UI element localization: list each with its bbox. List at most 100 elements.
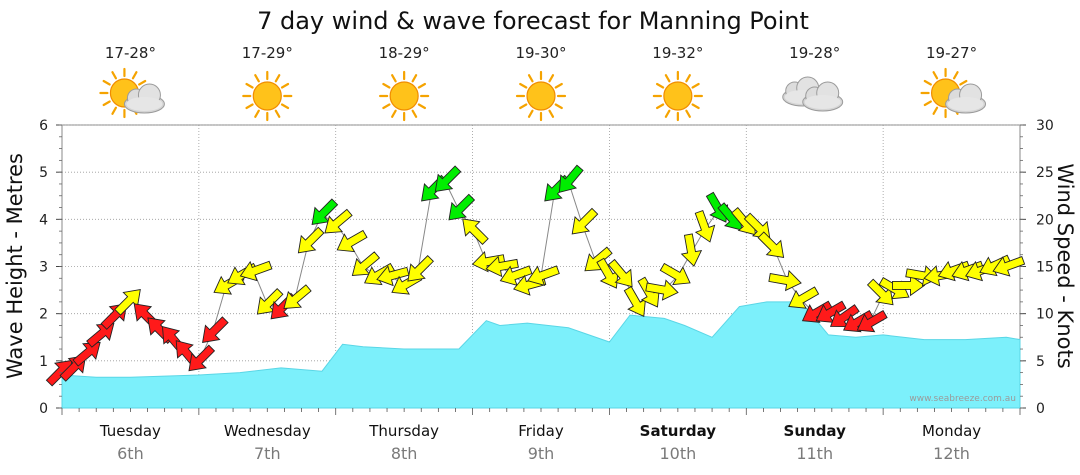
sun-ray — [519, 82, 528, 89]
sun-ray — [411, 74, 418, 83]
sun-icon — [379, 70, 430, 122]
x-day-label: Thursday — [368, 422, 439, 440]
x-date-label: 9th — [528, 444, 555, 463]
x-day-label: Saturday — [640, 422, 717, 440]
wind-arrow — [992, 256, 1026, 277]
sun-ray — [655, 82, 665, 89]
wind-arrow — [815, 300, 847, 323]
cloud-fill — [126, 97, 163, 111]
y-tick-label: 4 — [39, 212, 48, 228]
cloud-icon — [945, 83, 987, 114]
y-tick-label: 6 — [39, 118, 48, 134]
sun-disc — [252, 81, 282, 111]
y2-tick-label: 0 — [1036, 401, 1045, 417]
cloud-icon — [123, 83, 165, 114]
sun-ray — [519, 103, 528, 110]
y-tick-label: 0 — [39, 401, 48, 417]
wind-arrow — [407, 255, 434, 282]
y-axis-left: 0 1 2 3 4 5 6 — [39, 118, 62, 417]
temperature-range: 17-29° — [242, 44, 293, 62]
temperature-range: 18-29° — [379, 44, 430, 62]
sun-ray — [382, 103, 391, 110]
sun-ray — [111, 106, 118, 115]
sun-ray — [254, 74, 260, 83]
sun-ray — [417, 103, 427, 110]
sun-ray — [554, 82, 563, 89]
y2-tick-label: 25 — [1036, 165, 1054, 181]
sun-ray — [554, 103, 563, 110]
x-day-label: Wednesday — [224, 422, 311, 440]
sun-ray — [685, 74, 691, 83]
wind-arrow — [311, 198, 339, 226]
wind-arrow — [558, 164, 584, 193]
sun-ray — [102, 100, 111, 107]
wind-arrow — [596, 257, 619, 289]
y2-tick-label: 30 — [1036, 118, 1054, 134]
sun-ray — [952, 71, 959, 80]
y-tick-label: 1 — [39, 354, 48, 370]
chart-title: 7 day wind & wave forecast for Manning P… — [257, 7, 809, 35]
y-axis-left-label: Wave Height - Metres — [3, 153, 27, 379]
wind-arrow — [584, 246, 613, 272]
sun-ray — [932, 71, 939, 80]
y-tick-label: 2 — [39, 307, 48, 323]
sun-ray — [685, 109, 691, 118]
sun-ray — [527, 109, 534, 118]
wind-arrow — [645, 279, 679, 301]
sun-ray — [131, 71, 138, 80]
sun-ray — [932, 106, 939, 115]
sun-ray — [548, 109, 555, 118]
sun-ray — [102, 79, 111, 86]
wind-arrow — [768, 269, 802, 292]
x-day-label: Tuesday — [99, 422, 161, 440]
temperature-range: 17-28° — [105, 44, 156, 62]
sun-ray — [254, 109, 260, 118]
wind-arrow — [434, 165, 462, 193]
wind-arrow — [892, 274, 926, 297]
y-tick-label: 5 — [39, 165, 48, 181]
wind-arrow — [336, 229, 368, 253]
wind-arrow — [659, 262, 691, 286]
sun-ray — [664, 109, 671, 118]
wind-arrow — [297, 226, 325, 254]
temperature-range: 19-32° — [652, 44, 703, 62]
wind-arrows — [45, 164, 1026, 387]
temperature-range: 19-27° — [926, 44, 977, 62]
daily-forecast-header: 17-28° 17-29° 18-29° 19-30° 19-32° 19-28° 19-2… — [99, 44, 987, 122]
x-day-label: Monday — [922, 422, 981, 440]
sun-ray — [391, 74, 397, 83]
temperature-range: 19-28° — [789, 44, 840, 62]
x-date-label: 7th — [254, 444, 281, 463]
x-day-label: Friday — [518, 422, 564, 440]
x-day-label: Sunday — [784, 422, 847, 440]
wind-arrow — [485, 255, 519, 278]
sun-ray — [527, 74, 534, 83]
plot-area: www.seabreeze.com.au — [45, 124, 1026, 409]
wind-arrow — [527, 265, 560, 286]
cloud-icon — [802, 81, 844, 112]
wind-arrow — [607, 258, 633, 288]
sun-ray — [111, 71, 118, 80]
wind-arrow — [376, 265, 410, 287]
sun-icon — [652, 70, 703, 122]
wind-arrow — [499, 265, 533, 286]
sun-ray — [245, 82, 254, 89]
cloud-fill — [804, 95, 841, 109]
wind-arrow — [571, 207, 599, 235]
sun-ray — [280, 82, 290, 89]
x-date-label: 6th — [117, 444, 144, 463]
wind-arrow — [866, 278, 894, 306]
wind-arrow — [202, 316, 229, 343]
wind-arrow — [462, 218, 489, 245]
wind-arrow — [188, 344, 216, 372]
sun-ray — [417, 82, 427, 89]
y2-tick-label: 15 — [1036, 260, 1054, 276]
sun-disc — [663, 81, 693, 111]
cloud-fill — [947, 97, 984, 111]
sun-ray — [411, 109, 418, 118]
wind-arrow — [680, 233, 703, 267]
sun-disc — [526, 81, 556, 111]
sun-disc — [389, 81, 419, 111]
cloudy-icon — [782, 76, 844, 112]
